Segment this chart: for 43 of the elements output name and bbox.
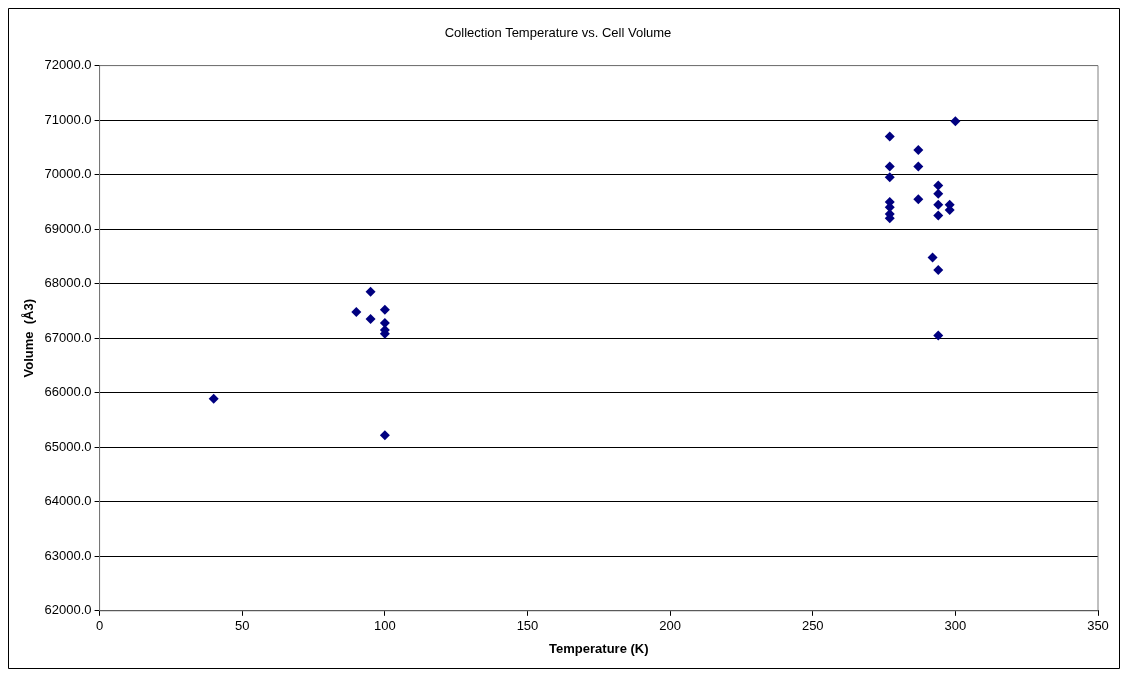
point: [884, 172, 895, 183]
point: [884, 131, 895, 142]
y-tick-label: 65000.0: [44, 438, 92, 454]
point: [365, 314, 376, 325]
x-tick-label: 250: [801, 618, 824, 634]
y-tick-label: 66000.0: [44, 384, 92, 400]
x-tick-label: 200: [659, 618, 681, 634]
point: [933, 188, 944, 199]
y-tick-label: 71000.0: [44, 111, 92, 127]
y-tick-label: 64000.0: [44, 493, 92, 509]
chart-title: Collection Temperature vs. Cell Volume: [444, 25, 672, 41]
point: [379, 304, 390, 315]
point: [365, 286, 376, 297]
y-tick-label: 67000.0: [44, 329, 92, 345]
point: [950, 116, 961, 127]
y-tick-label: 62000.0: [44, 602, 92, 618]
x-tick-label: 100: [374, 618, 396, 634]
x-tick-label: 350: [1087, 618, 1109, 634]
y-axis-title: Volume (Å3): [21, 298, 37, 378]
y-tick-label: 68000.0: [44, 275, 92, 291]
point: [379, 317, 390, 328]
x-tick-label: 150: [516, 618, 539, 634]
point: [208, 393, 219, 404]
point: [379, 430, 390, 441]
point: [913, 194, 924, 205]
point: [933, 199, 944, 210]
x-axis-title: Temperature (K): [549, 640, 649, 656]
point: [933, 330, 944, 341]
point: [933, 265, 944, 276]
point: [913, 161, 924, 172]
y-tick-label: 72000.0: [44, 57, 92, 73]
point: [933, 210, 944, 221]
x-tick-label: 50: [234, 618, 250, 634]
y-tick-label: 69000.0: [44, 220, 92, 236]
x-tick-label: 300: [944, 618, 967, 634]
point: [927, 252, 938, 263]
point: [933, 180, 944, 191]
y-tick-label: 63000.0: [44, 547, 92, 563]
x-tick-label: 0: [95, 618, 104, 634]
y-tick-label: 70000.0: [44, 166, 92, 182]
point: [913, 145, 924, 156]
point: [884, 161, 895, 172]
point: [351, 307, 362, 318]
